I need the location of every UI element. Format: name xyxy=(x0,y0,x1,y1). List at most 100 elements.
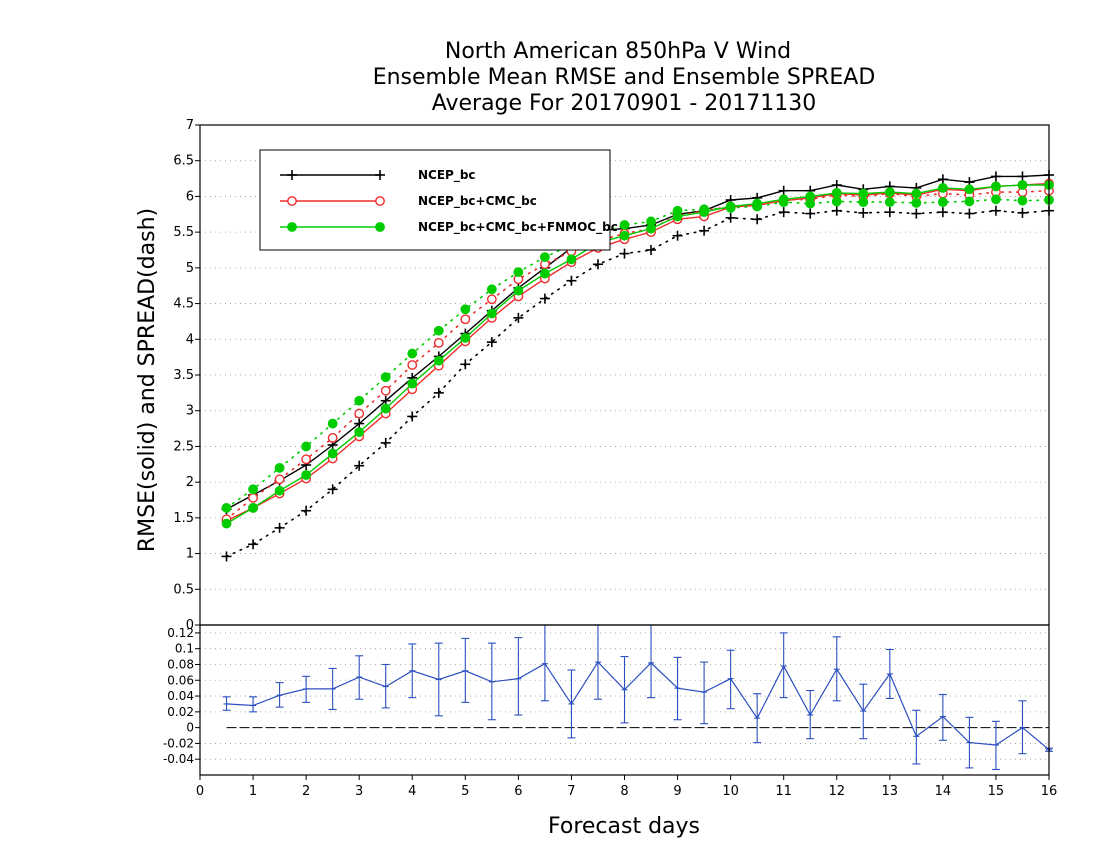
top-y-tick-label: 4 xyxy=(186,332,194,347)
spread-point xyxy=(672,230,683,241)
spread-point xyxy=(486,337,497,348)
rmse-point xyxy=(991,181,1001,192)
top-y-tick-label: 6.5 xyxy=(173,154,194,169)
rmse-point xyxy=(513,285,524,296)
rmse-point xyxy=(354,427,365,438)
spread-point xyxy=(274,522,285,533)
spread-point xyxy=(646,245,657,255)
spread-point xyxy=(539,293,550,304)
legend-marker-left xyxy=(287,196,297,206)
spread-point xyxy=(354,395,365,406)
spread-point xyxy=(460,304,471,315)
x-tick-label: 3 xyxy=(355,784,363,799)
spread-point xyxy=(460,359,471,370)
bottom-y-axis-ticks: 0.12 0.10.08 0.06 0.04 0.02 0-0.02 -0.04 xyxy=(163,626,200,766)
rmse-point xyxy=(566,254,577,265)
spread-point xyxy=(778,207,789,218)
spread-point xyxy=(513,267,524,278)
spread-point xyxy=(778,197,789,208)
spread-point xyxy=(248,484,258,495)
top-y-tick-label: 2 xyxy=(186,475,194,490)
spread-point xyxy=(433,387,444,398)
top-y-tick-label: 1 xyxy=(186,547,194,562)
chart-title-line-2: Ensemble Mean RMSE and Ensemble SPREAD xyxy=(373,65,876,90)
rmse-point xyxy=(540,268,550,279)
top-y-tick-label: 0 xyxy=(186,618,194,633)
spread-point xyxy=(301,505,312,516)
spread-point xyxy=(672,205,683,216)
top-y-tick-label: 5 xyxy=(186,261,194,276)
legend-label-2: NCEP_bc+CMC_bc+FNMOC_bc xyxy=(418,220,618,235)
spread-point xyxy=(911,208,922,219)
spread-point xyxy=(619,248,630,259)
rmse-point xyxy=(1017,180,1028,190)
bottom-y-tick-label: 0.06 xyxy=(167,673,194,687)
spread-point xyxy=(699,225,710,236)
spread-point xyxy=(991,194,1001,205)
x-tick-label: 4 xyxy=(408,784,416,799)
spread-point xyxy=(937,207,948,218)
spread-point xyxy=(274,474,285,485)
spread-point xyxy=(486,294,497,305)
spread-point xyxy=(354,460,365,471)
top-y-tick-label: 5.5 xyxy=(173,225,194,240)
x-tick-label: 9 xyxy=(673,784,681,799)
spread-point xyxy=(433,325,444,336)
bottom-panel-series xyxy=(222,624,1053,771)
x-tick-label: 12 xyxy=(828,784,845,799)
spread-point xyxy=(592,259,603,270)
spread-point xyxy=(725,202,736,213)
spread-point xyxy=(327,418,338,429)
chart-titles: North American 850hPa V Wind Ensemble Me… xyxy=(373,39,876,116)
x-tick-label: 6 xyxy=(514,784,522,799)
spread-point xyxy=(964,208,975,219)
x-tick-label: 14 xyxy=(935,784,952,799)
legend-marker-right xyxy=(375,222,385,232)
spread-point xyxy=(486,284,497,295)
spread-point xyxy=(248,492,258,503)
x-tick-label: 2 xyxy=(302,784,310,799)
top-y-tick-label: 4.5 xyxy=(173,297,194,312)
x-axis-label: Forecast days xyxy=(548,814,700,839)
x-tick-label: 11 xyxy=(775,784,792,799)
rmse-point xyxy=(831,187,842,198)
rmse-point xyxy=(990,171,1001,182)
spread-point xyxy=(407,348,418,359)
top-y-tick-label: 3.5 xyxy=(173,368,194,383)
rmse-point xyxy=(274,485,285,496)
x-tick-label: 10 xyxy=(722,784,739,799)
legend-marker-right xyxy=(375,170,385,180)
spread-point xyxy=(221,502,232,513)
spread-point xyxy=(964,196,975,207)
bottom-y-tick-label: 0.08 xyxy=(167,657,194,671)
rmse-point xyxy=(486,308,497,319)
spread-point xyxy=(831,196,842,207)
spread-point xyxy=(1017,195,1028,206)
spread-point xyxy=(407,360,418,370)
rmse-point xyxy=(327,448,338,459)
spread-point xyxy=(805,208,816,219)
rmse-point xyxy=(407,378,418,389)
spread-point xyxy=(725,212,736,223)
spread-point xyxy=(566,275,577,286)
legend-label-1: NCEP_bc+CMC_bc xyxy=(418,194,537,209)
spread-point xyxy=(884,197,895,208)
top-y-tick-label: 3 xyxy=(186,404,194,419)
x-tick-label: 8 xyxy=(620,784,628,799)
spread-point xyxy=(699,204,709,215)
x-tick-label: 16 xyxy=(1041,784,1058,799)
spread-point xyxy=(990,205,1001,216)
spread-point xyxy=(301,454,312,465)
spread-line-series-0 xyxy=(225,209,1050,558)
spread-point xyxy=(327,484,338,495)
rmse-point xyxy=(858,188,869,199)
spread-point xyxy=(619,220,630,230)
difference-line xyxy=(226,661,1050,751)
x-tick-label: 13 xyxy=(882,784,899,799)
x-tick-label: 0 xyxy=(196,784,204,799)
rmse-point xyxy=(248,502,258,513)
spread-point xyxy=(513,312,524,323)
rmse-point xyxy=(301,470,312,480)
spread-point xyxy=(433,337,444,348)
rmse-point xyxy=(1017,171,1028,182)
